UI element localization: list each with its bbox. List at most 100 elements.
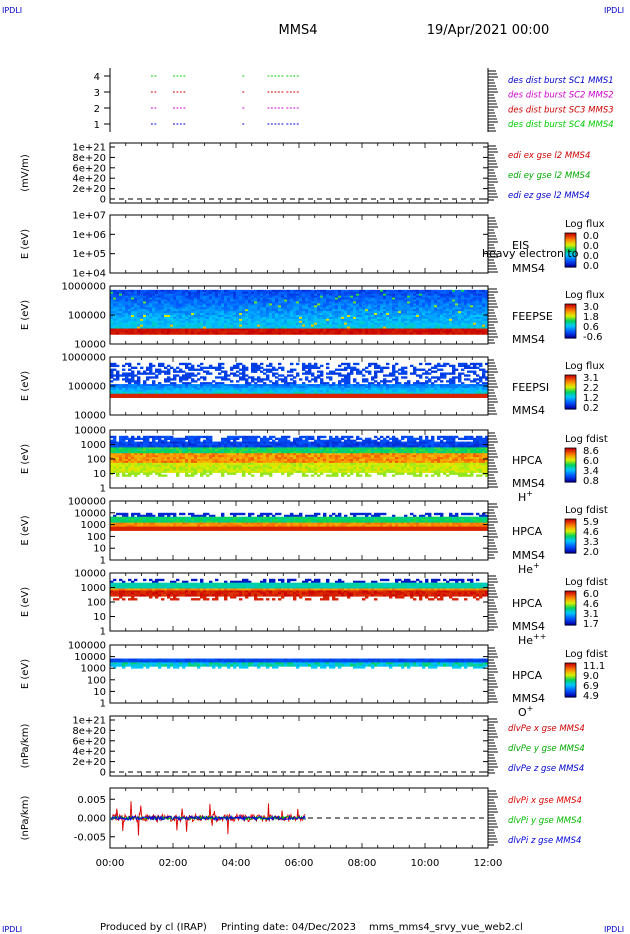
instrument-label: EIS: [512, 239, 529, 252]
spectrogram-cell: [446, 318, 450, 322]
spectrogram-cell: [410, 318, 414, 322]
spectrogram-cell: [137, 362, 141, 366]
spectrogram-cell: [374, 301, 378, 304]
spectrogram-cell: [311, 289, 315, 293]
spectrogram-cell: [266, 322, 270, 326]
spectrogram-cell: [224, 370, 228, 373]
spectrogram-cell: [188, 303, 192, 306]
spectrogram-cell: [299, 291, 303, 295]
spectrogram-cell: [191, 311, 195, 314]
spectrogram-cell: [179, 362, 183, 366]
spectrogram-cell: [158, 297, 162, 300]
spectrogram-cell: [311, 309, 315, 312]
spectrogram-cell: [317, 387, 321, 391]
spectrogram-cell: [236, 366, 240, 369]
spectrogram-cell: [281, 291, 285, 295]
spectrogram-cell: [311, 291, 315, 295]
spectrogram-cell: [248, 299, 252, 302]
spectrogram-cell: [305, 376, 309, 379]
spectrogram-cell: [404, 289, 408, 293]
spectrogram-cell: [398, 387, 402, 391]
spectrogram-cell: [470, 293, 474, 297]
spectrogram-cell: [404, 299, 408, 302]
spectrogram-cell: [110, 320, 114, 324]
spectrogram-cell: [344, 382, 348, 385]
spectrogram-cell: [212, 295, 216, 298]
spectrogram-cell: [350, 391, 354, 395]
spectrogram-cell: [347, 384, 351, 387]
spectrogram-cell: [242, 299, 246, 302]
spectrogram-cell: [158, 305, 162, 308]
spectrogram-cell: [128, 307, 132, 310]
colorbar-swatch: [565, 305, 576, 307]
spectrogram-cell: [263, 309, 267, 312]
spectrogram-cell: [443, 391, 447, 395]
spectrogram-cell: [311, 311, 315, 314]
spectrogram-cell: [320, 326, 324, 329]
spectrogram-cell: [395, 316, 399, 320]
colorbar-swatch: [565, 235, 576, 237]
colorbar-swatch: [565, 308, 576, 311]
spectrogram-cell: [329, 301, 333, 304]
spectrogram-cell: [473, 328, 477, 331]
spectrogram-cell: [128, 324, 132, 327]
spectrogram-cell: [209, 387, 213, 391]
spectrogram-cell: [482, 324, 486, 327]
spectrogram-cell: [416, 311, 420, 314]
spectrogram-cell: [164, 324, 168, 327]
spectrogram-cell: [242, 322, 246, 326]
spectrogram-cell: [266, 393, 270, 397]
spectrogram-cell: [383, 289, 387, 293]
spectrogram-cell: [113, 378, 117, 381]
spectrogram-cell: [341, 299, 345, 302]
spectrogram-cell: [455, 332, 459, 335]
spectrogram-cell: [263, 299, 267, 302]
spectrogram-cell: [473, 316, 477, 320]
spectrogram-cell: [329, 299, 333, 302]
spectrogram-cell: [413, 366, 417, 369]
spectrogram-cell: [137, 393, 141, 397]
spectrogram-cell: [278, 324, 282, 327]
spectrogram-cell: [317, 299, 321, 302]
spectrogram-cell: [458, 293, 462, 297]
spectrogram-cell: [254, 316, 258, 320]
spectrogram-cell: [284, 309, 288, 312]
spectrogram-cell: [446, 326, 450, 329]
spectrogram-cell: [455, 330, 459, 333]
spectrogram-cell: [320, 311, 324, 314]
spectrogram-cell: [155, 311, 159, 314]
spectrogram-cell: [422, 372, 426, 375]
spectrogram-cell: [131, 374, 135, 377]
spectrogram-cell: [386, 316, 390, 320]
spectrogram-cell: [347, 311, 351, 314]
spectrogram-cell: [398, 297, 402, 300]
spectrogram-cell: [419, 395, 423, 398]
spectrogram-cell: [290, 301, 294, 304]
spectrogram-cell: [377, 382, 381, 385]
spectrogram-cell: [395, 299, 399, 302]
spectrogram-cell: [392, 378, 396, 381]
spectrogram-cell: [242, 293, 246, 297]
spectrogram-cell: [425, 299, 429, 302]
spectrogram-cell: [422, 307, 426, 310]
spectrogram-cell: [239, 307, 243, 310]
spectrogram-cell: [344, 320, 348, 324]
spectrogram-cell: [188, 293, 192, 297]
spectrogram-cell: [119, 322, 123, 326]
spectrogram-cell: [341, 303, 345, 306]
colorbar-swatch: [565, 377, 576, 379]
spectrogram-cell: [239, 318, 243, 322]
spectrogram-cell: [311, 305, 315, 308]
spectrogram-cell: [179, 368, 183, 371]
spectrogram-cell: [137, 318, 141, 322]
spectrogram-cell: [374, 380, 378, 383]
spectrogram-cell: [236, 370, 240, 373]
spectrogram-cell: [377, 384, 381, 387]
spectrogram-cell: [125, 311, 129, 314]
spectrogram-cell: [401, 307, 405, 310]
spectrogram-cell: [371, 313, 375, 316]
spectrogram-cell: [266, 311, 270, 314]
spectrogram-cell: [188, 330, 192, 333]
spectrogram-cell: [395, 301, 399, 304]
spectrogram-cell: [263, 318, 267, 322]
